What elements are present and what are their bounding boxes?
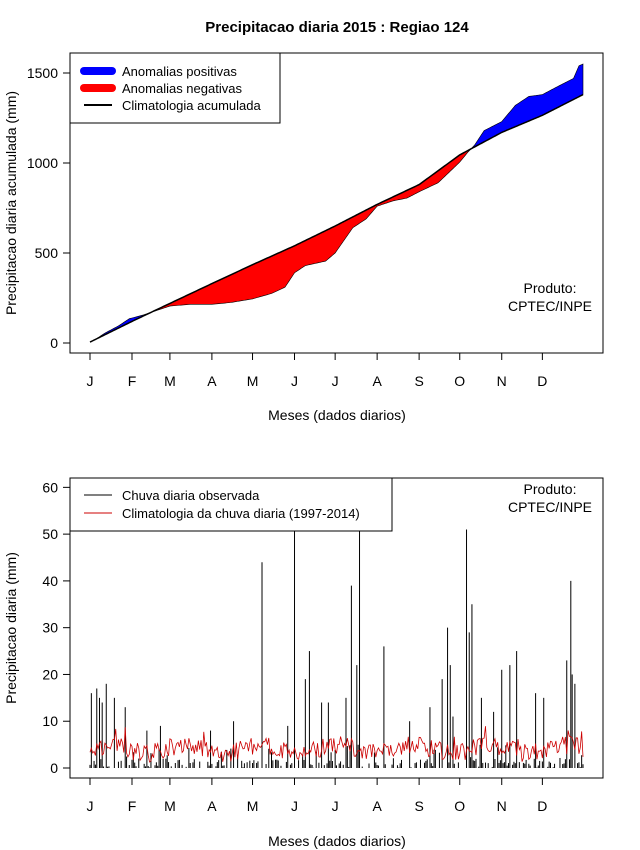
accumulated-month-label: M (164, 373, 176, 389)
daily-product-source: CPTEC/INPE (508, 499, 592, 515)
legend-label-observed: Chuva diaria observada (122, 488, 260, 503)
accumulated-product-label: Produto: (524, 280, 577, 296)
accumulated-month-label: O (454, 373, 465, 389)
accumulated-month-label: J (291, 373, 298, 389)
accumulated-y-label: Precipitacao diaria acumulada (mm) (3, 91, 19, 315)
accumulated-product-source: CPTEC/INPE (508, 298, 592, 314)
accumulated-plot-area (89, 63, 584, 343)
daily-y-axis: 0 10 20 30 40 50 60 (42, 479, 70, 776)
legend-label-daily-climatology: Climatologia da chuva diaria (1997-2014) (122, 506, 360, 521)
accumulated-month-label: M (247, 373, 259, 389)
daily-y-tick-label: 0 (50, 760, 58, 776)
daily-y-tick-label: 50 (42, 526, 58, 542)
daily-legend-box (69, 477, 393, 532)
accumulated-month-label: J (332, 373, 339, 389)
daily-product-label: Produto: (524, 481, 577, 497)
daily-month-label: S (414, 798, 423, 814)
daily-month-label: O (454, 798, 465, 814)
daily-month-label: M (247, 798, 259, 814)
daily-climatology-line (89, 726, 584, 763)
daily-month-label: M (164, 798, 176, 814)
accumulated-month-label: F (128, 373, 137, 389)
daily-x-label: Meses (dados diarios) (268, 833, 406, 849)
figure-title: Precipitacao diaria 2015 : Regiao 124 (205, 19, 469, 36)
daily-y-tick-label: 60 (42, 479, 58, 495)
daily-month-label: J (291, 798, 298, 814)
daily-y-tick-label: 40 (42, 573, 58, 589)
daily-month-label: A (207, 798, 217, 814)
daily-month-label: D (537, 798, 547, 814)
legend-label-climatology: Climatologia acumulada (122, 98, 262, 113)
accumulated-y-tick-label: 1000 (27, 155, 58, 171)
daily-plot-area (89, 478, 584, 768)
daily-y-tick-label: 10 (42, 713, 58, 729)
daily-month-label: J (332, 798, 339, 814)
legend-label-positive: Anomalias positivas (122, 64, 237, 79)
accumulated-month-label: S (414, 373, 423, 389)
legend-label-negative: Anomalias negativas (122, 81, 242, 96)
accumulated-month-label: N (497, 373, 507, 389)
accumulated-plot-frame (69, 52, 604, 354)
accumulated-month-label: A (372, 373, 382, 389)
accumulated-y-axis: 0 500 1000 1500 (27, 65, 70, 351)
daily-y-tick-label: 30 (42, 620, 58, 636)
daily-month-label: N (497, 798, 507, 814)
accumulated-x-label: Meses (dados diarios) (268, 407, 406, 423)
accumulated-y-tick-label: 500 (35, 245, 59, 261)
accumulated-legend: Anomalias positivas Anomalias negativas … (69, 52, 281, 124)
daily-month-label: J (87, 798, 94, 814)
daily-y-label: Precipitacao diaria (mm) (3, 552, 19, 704)
daily-y-tick-label: 20 (42, 666, 58, 682)
daily-legend: Chuva diaria observada Climatologia da c… (69, 477, 393, 532)
positive-anomaly-area-2 (470, 63, 584, 151)
climatology-accumulated-line (89, 93, 584, 343)
daily-month-label: A (372, 798, 382, 814)
accumulated-y-tick-label: 1500 (27, 65, 58, 81)
accumulated-month-label: A (207, 373, 217, 389)
daily-month-label: F (128, 798, 137, 814)
accumulated-month-label: D (537, 373, 547, 389)
negative-anomaly-area-1 (150, 148, 471, 313)
accumulated-panel: 0 500 1000 1500 J F M A M J J A S O N D Precipitacao d… (3, 52, 604, 423)
accumulated-y-tick-label: 0 (50, 335, 58, 351)
accumulated-month-label: J (87, 373, 94, 389)
daily-panel: 0 10 20 30 40 50 60 J F M A M J J A S O N D Precipitacao … (3, 477, 604, 849)
